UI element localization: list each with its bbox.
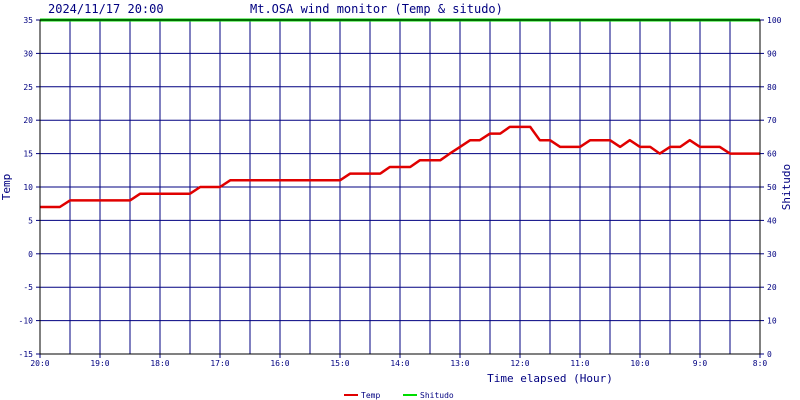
y-tick-label: 25 bbox=[23, 83, 33, 92]
x-tick-label: 9:0 bbox=[693, 359, 708, 368]
x-tick-label: 8:0 bbox=[753, 359, 768, 368]
y2-tick-label: 0 bbox=[767, 350, 772, 359]
y-tick-label: 35 bbox=[23, 16, 33, 25]
header-datetime: 2024/11/17 20:00 bbox=[48, 2, 164, 16]
y-tick-label: 10 bbox=[23, 183, 33, 192]
x-tick-label: 20:0 bbox=[30, 359, 49, 368]
x-axis-label: Time elapsed (Hour) bbox=[487, 372, 613, 385]
y2-tick-label: 60 bbox=[767, 150, 777, 159]
x-tick-label: 14:0 bbox=[390, 359, 409, 368]
y2-tick-label: 90 bbox=[767, 49, 777, 58]
y-tick-labels: 35 30 25 20 15 10 5 0 -5 -10 -15 bbox=[19, 16, 40, 359]
y-tick-label: 5 bbox=[28, 216, 33, 225]
y2-tick-label: 40 bbox=[767, 216, 777, 225]
x-tick-label: 16:0 bbox=[270, 359, 289, 368]
x-tick-label: 17:0 bbox=[210, 359, 229, 368]
y2-tick-label: 50 bbox=[767, 183, 777, 192]
x-tick-label: 11:0 bbox=[570, 359, 589, 368]
x-tick-label: 18:0 bbox=[150, 359, 169, 368]
plot-frame bbox=[39, 19, 761, 355]
x-tick-label: 19:0 bbox=[90, 359, 109, 368]
legend: Temp Shitudo bbox=[344, 391, 454, 400]
y2-tick-label: 10 bbox=[767, 317, 777, 326]
y2-axis-label: Shitudo bbox=[780, 164, 793, 210]
y-tick-label: -15 bbox=[19, 350, 34, 359]
y-tick-label: 0 bbox=[28, 250, 33, 259]
y-tick-label: -5 bbox=[23, 283, 33, 292]
x-tick-label: 13:0 bbox=[450, 359, 469, 368]
x-tick-labels: 20:0 19:0 18:0 17:0 16:0 15:0 14:0 13:0 12:0 11:0… bbox=[30, 354, 767, 368]
x-tick-label: 10:0 bbox=[630, 359, 649, 368]
legend-temp-label: Temp bbox=[361, 391, 380, 400]
y-tick-label: 20 bbox=[23, 116, 33, 125]
y2-tick-label: 30 bbox=[767, 250, 777, 259]
x-tick-label: 15:0 bbox=[330, 359, 349, 368]
chart-title: Mt.OSA wind monitor (Temp & situdo) bbox=[250, 2, 503, 16]
x-tick-label: 12:0 bbox=[510, 359, 529, 368]
y2-tick-label: 20 bbox=[767, 283, 777, 292]
series-line-temp bbox=[40, 125, 760, 209]
y-tick-label: -10 bbox=[19, 317, 34, 326]
grid-lines bbox=[40, 20, 760, 354]
y-axis-label: Temp bbox=[0, 174, 13, 201]
y2-tick-label: 100 bbox=[767, 16, 782, 25]
y-tick-label: 30 bbox=[23, 49, 33, 58]
y-tick-label: 15 bbox=[23, 150, 33, 159]
legend-shitudo-label: Shitudo bbox=[420, 391, 454, 400]
y2-tick-label: 70 bbox=[767, 116, 777, 125]
y2-tick-label: 80 bbox=[767, 83, 777, 92]
